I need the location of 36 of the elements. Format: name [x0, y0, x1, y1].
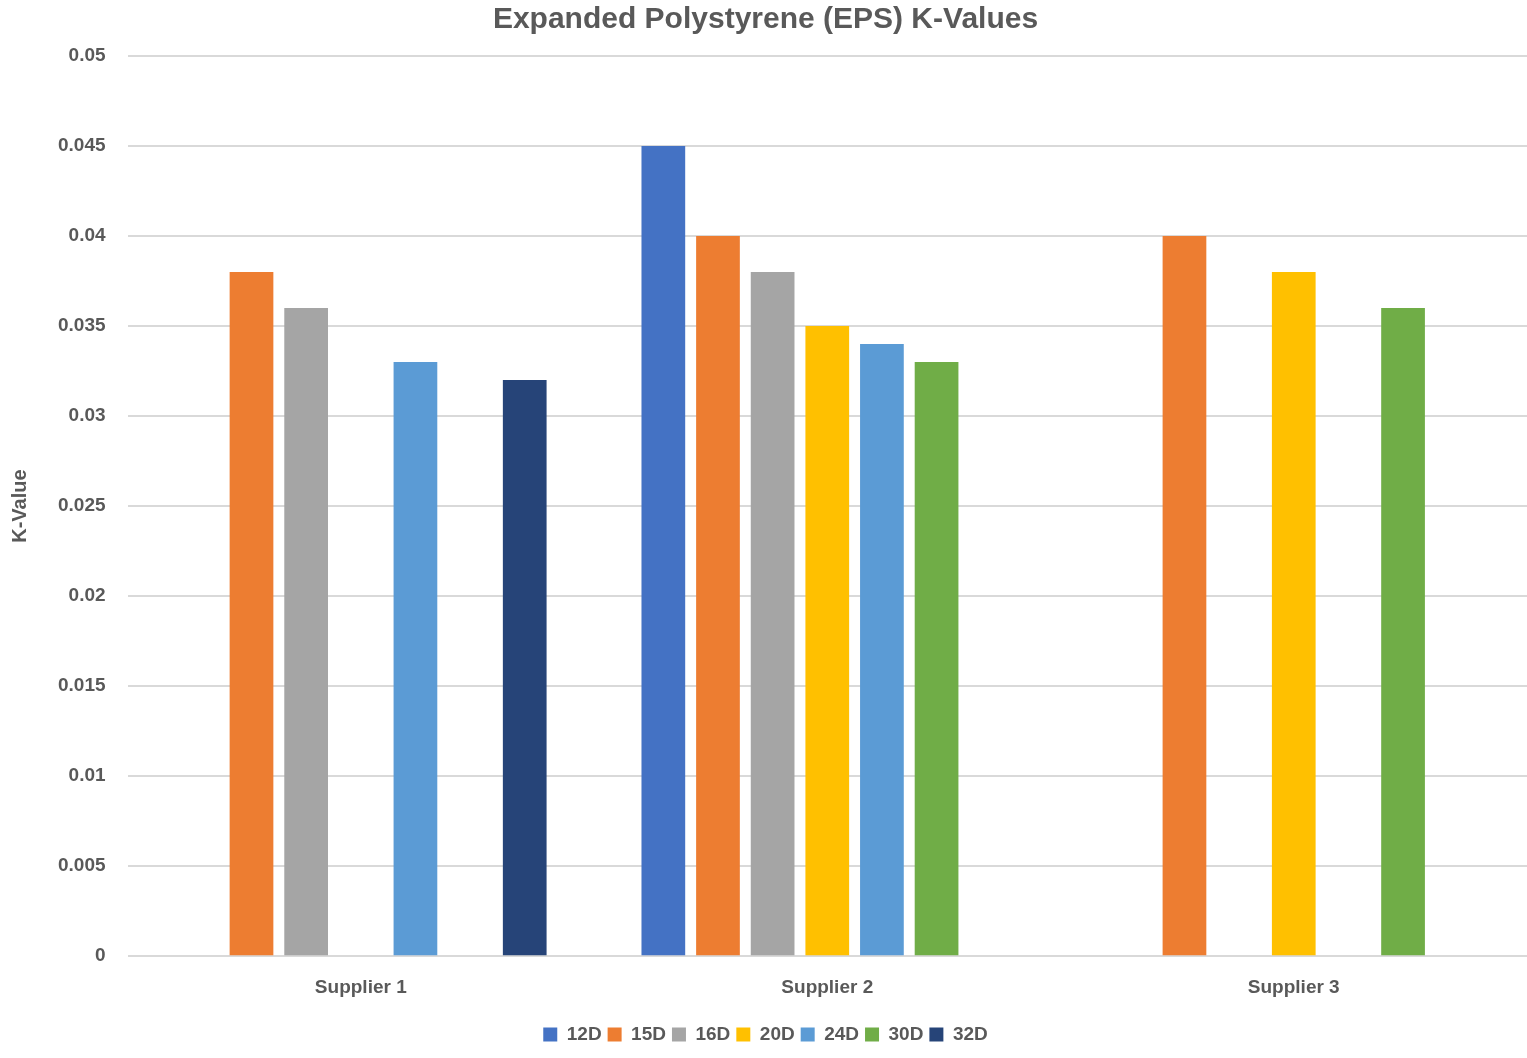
bar — [502, 380, 547, 956]
bar — [1381, 308, 1425, 956]
x-tick-label: Supplier 3 — [1247, 975, 1340, 997]
x-tick-label: Supplier 1 — [314, 975, 408, 997]
bar — [750, 272, 795, 956]
legend-label: 20D — [759, 1022, 795, 1044]
y-tick-label: 0.01 — [68, 764, 106, 786]
bar — [393, 362, 438, 956]
y-tick-label: 0.005 — [58, 854, 106, 876]
legend-label: 16D — [695, 1022, 731, 1044]
bar — [914, 362, 959, 956]
y-tick-label: 0.03 — [68, 404, 106, 426]
bar — [805, 326, 850, 956]
y-axis-title: K-Value — [7, 469, 30, 543]
y-tick-label: 0.045 — [58, 134, 106, 156]
legend-label: 12D — [566, 1022, 602, 1044]
bar — [1271, 272, 1316, 956]
bar — [696, 236, 740, 956]
y-tick-label: 0.04 — [68, 224, 106, 246]
bar — [229, 272, 274, 956]
y-tick-label: 0.035 — [58, 314, 106, 336]
bar — [641, 146, 686, 956]
bar — [860, 344, 904, 956]
bar — [1162, 236, 1207, 956]
legend-label: 30D — [888, 1022, 924, 1044]
bar — [284, 308, 328, 956]
y-tick-label: 0 — [94, 944, 106, 966]
y-tick-label: 0.025 — [58, 494, 106, 516]
legend-label: 24D — [824, 1022, 860, 1044]
y-tick-label: 0.02 — [68, 584, 106, 606]
chart-title: Expanded Polystyrene (EPS) K-Values — [492, 1, 1039, 35]
legend-label: 15D — [631, 1022, 666, 1044]
y-tick-label: 0.05 — [68, 44, 106, 66]
y-tick-label: 0.015 — [58, 674, 106, 696]
x-tick-label: Supplier 2 — [781, 975, 874, 997]
legend-label: 32D — [952, 1022, 988, 1044]
